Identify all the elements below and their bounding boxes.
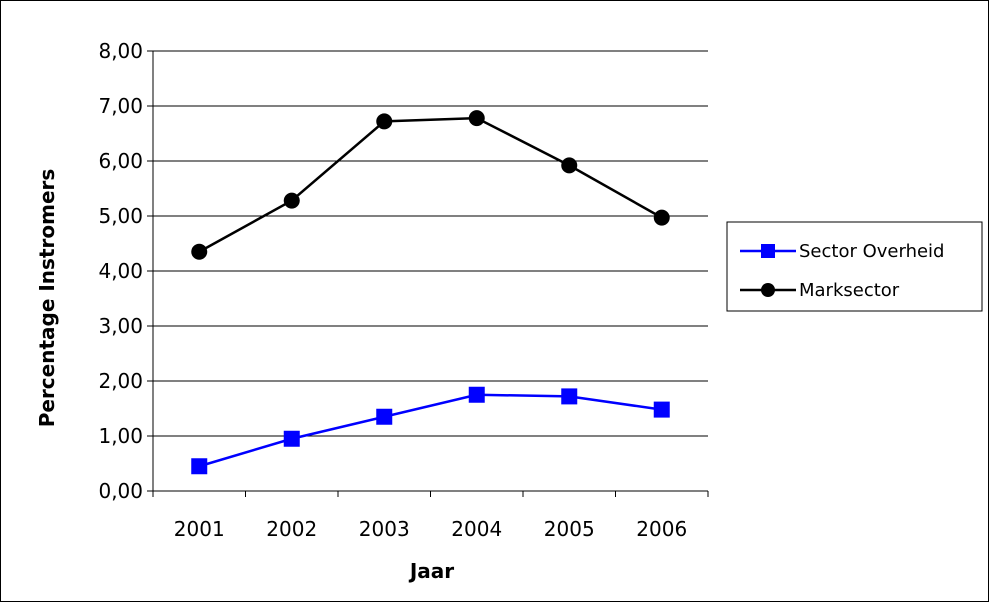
point-sector-overheid-2002 bbox=[283, 430, 300, 447]
y-tick-label-5: 5,00 bbox=[98, 204, 143, 228]
point-sector-overheid-2006 bbox=[653, 401, 670, 418]
point-marksector-2005 bbox=[561, 157, 578, 174]
x-tick-label-2004: 2004 bbox=[451, 517, 502, 541]
y-tick-label-1: 1,00 bbox=[98, 424, 143, 448]
point-sector-overheid-2004 bbox=[468, 386, 485, 403]
legend-marker-sector-overheid bbox=[761, 244, 775, 258]
y-tick-label-0: 0,00 bbox=[98, 479, 143, 503]
x-tick-label-2005: 2005 bbox=[544, 517, 595, 541]
y-axis-title: Percentage Instromers bbox=[35, 169, 59, 428]
point-sector-overheid-2005 bbox=[561, 388, 578, 405]
legend: Sector Overheid Marksector bbox=[726, 221, 983, 312]
point-marksector-2006 bbox=[653, 209, 670, 226]
y-tick-label-7: 7,00 bbox=[98, 94, 143, 118]
point-sector-overheid-2001 bbox=[191, 458, 208, 475]
x-tick-label-2003: 2003 bbox=[359, 517, 410, 541]
y-tick-label-6: 6,00 bbox=[98, 149, 143, 173]
y-tick-label-4: 4,00 bbox=[98, 259, 143, 283]
series-line-sector-overheid bbox=[198, 393, 662, 468]
legend-label-sector-overheid: Sector Overheid bbox=[799, 241, 944, 262]
series-layer bbox=[191, 110, 670, 475]
x-tick-label-2002: 2002 bbox=[266, 517, 317, 541]
point-marksector-2004 bbox=[468, 110, 485, 127]
x-tick-label-2006: 2006 bbox=[636, 517, 687, 541]
y-tick-label-2: 2,00 bbox=[98, 369, 143, 393]
x-tick-label-2001: 2001 bbox=[174, 517, 225, 541]
point-sector-overheid-2003 bbox=[376, 408, 393, 425]
point-marksector-2002 bbox=[283, 192, 300, 209]
legend-marker-marksector bbox=[761, 283, 775, 297]
gridlines bbox=[153, 50, 708, 437]
y-tick-label-3: 3,00 bbox=[98, 314, 143, 338]
x-axis-title: Jaar bbox=[408, 559, 454, 583]
legend-label-marksector: Marksector bbox=[799, 280, 900, 301]
axes: 0,00 1,00 2,00 3,00 4,00 5,00 6,00 7,00 8,00 2001… bbox=[98, 39, 709, 541]
point-marksector-2003 bbox=[376, 113, 393, 130]
y-tick-label-8: 8,00 bbox=[98, 39, 143, 63]
series-line-marksector bbox=[198, 116, 663, 253]
point-marksector-2001 bbox=[191, 243, 208, 260]
